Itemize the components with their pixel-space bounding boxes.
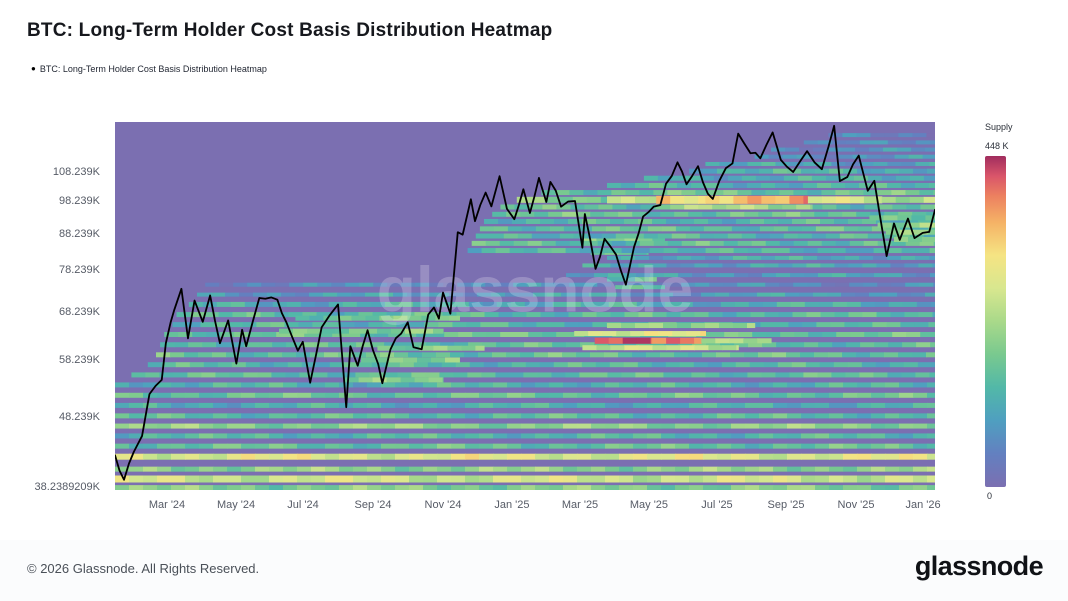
x-axis-tick: Jul '25 [701, 499, 733, 511]
footer-copyright: © 2026 Glassnode. All Rights Reserved. [27, 561, 260, 576]
footer-brand-logo: glassnode [914, 551, 1044, 581]
x-axis: Mar '24 May '24 Jul '24 Sep '24 Nov '24 Jan '… [115, 499, 941, 517]
x-axis-tick: Nov '25 [837, 499, 875, 511]
x-axis-tick: Jan '26 [905, 499, 941, 511]
x-axis-tick: Mar '25 [561, 499, 599, 511]
colorbar-gradient [985, 156, 1006, 487]
y-axis: 108.239K 98.239K 88.239K 78.239K 68.239K 58.2… [0, 122, 107, 494]
colorbar-title: Supply [985, 122, 1013, 132]
page-title: BTC: Long-Term Holder Cost Basis Distrib… [27, 20, 553, 41]
footer: © 2026 Glassnode. All Rights Reserved. g… [0, 540, 1068, 601]
colorbar: Supply 448 K 0 [985, 122, 1055, 512]
legend-label: BTC: Long-Term Holder Cost Basis Distrib… [39, 64, 267, 74]
plot-area [115, 122, 935, 490]
y-axis-tick: 98.239K [59, 195, 100, 208]
x-axis-tick: May '24 [216, 499, 256, 511]
x-axis-tick: Jan '25 [494, 499, 530, 511]
y-axis-tick: 108.239K [52, 165, 100, 178]
x-axis-tick: Nov '24 [424, 499, 462, 511]
legend-marker-icon: ● [31, 64, 36, 73]
heatmap-canvas[interactable] [115, 122, 935, 490]
x-axis-tick: May '25 [629, 499, 669, 511]
y-axis-tick: 48.239K [59, 410, 100, 423]
y-axis-tick: 78.239K [59, 264, 100, 277]
x-axis-tick: Sep '24 [354, 499, 392, 511]
y-axis-tick: 88.239K [59, 227, 100, 240]
x-axis-tick: Jul '24 [287, 499, 319, 511]
colorbar-min-label: 0 [987, 491, 993, 501]
colorbar-max-label: 448 K [985, 141, 1009, 151]
x-axis-tick: Mar '24 [148, 499, 186, 511]
legend-item[interactable]: ● BTC: Long-Term Holder Cost Basis Distr… [31, 64, 267, 74]
x-axis-tick: Sep '25 [767, 499, 805, 511]
y-axis-tick: 38.2389209K [34, 481, 100, 494]
y-axis-tick: 68.239K [59, 305, 100, 318]
y-axis-tick: 58.239K [59, 353, 100, 366]
